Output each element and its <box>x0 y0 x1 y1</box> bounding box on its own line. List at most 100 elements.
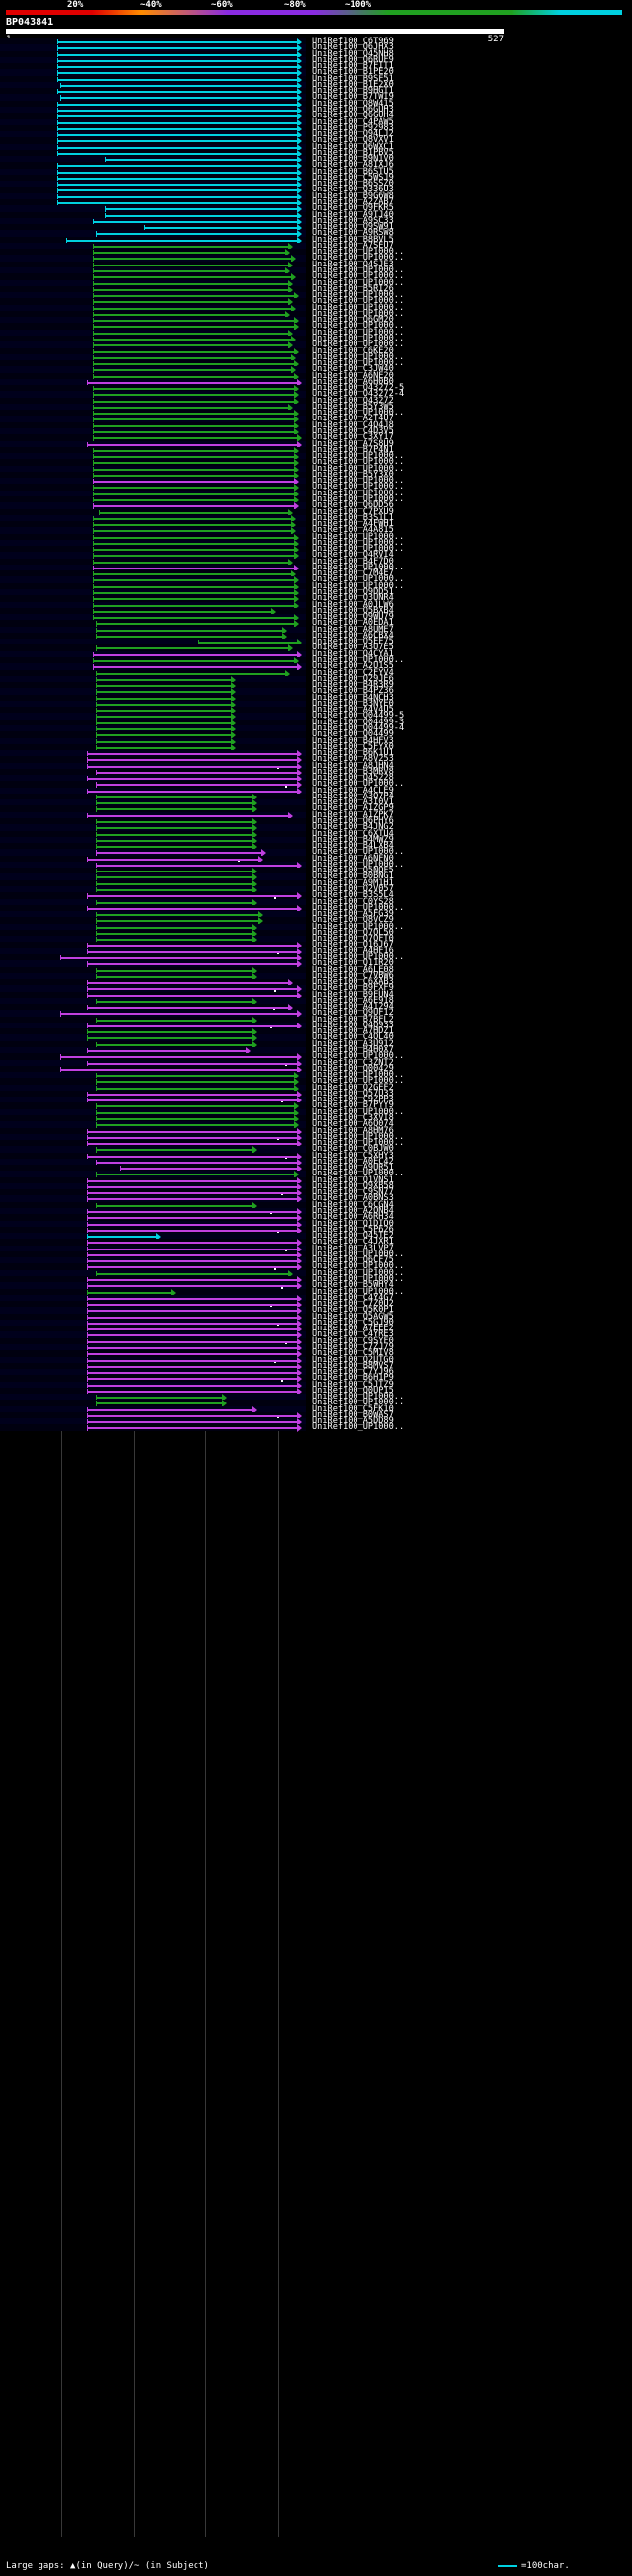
hit-label[interactable]: UniRef100_Q3UNR4 <box>312 593 394 604</box>
hit-bar[interactable] <box>87 1310 297 1313</box>
hit-label[interactable]: UniRef100_Q6GUH3 <box>312 104 394 114</box>
hit-label[interactable]: UniRef100_A6H0B0 <box>312 376 394 387</box>
hit-label[interactable]: UniRef100_Q04499-4 <box>312 722 405 733</box>
hit-label[interactable]: UniRef100_O43272-4 <box>312 389 405 400</box>
hit-bar[interactable] <box>56 59 297 62</box>
hit-bar[interactable] <box>59 1056 297 1059</box>
hit-bar[interactable] <box>87 1155 297 1158</box>
hit-label[interactable]: UniRef100_Q04499-3 <box>312 717 405 727</box>
hit-label[interactable]: UniRef100_B8BVL5 <box>312 234 394 245</box>
hit-bar[interactable] <box>96 1087 294 1090</box>
hit-label[interactable]: UniRef100_A9M1H1 <box>312 877 394 888</box>
hit-bar[interactable] <box>59 1068 297 1071</box>
hit-label[interactable]: UniRef100_C7ZJ79 <box>312 1341 394 1352</box>
hit-label[interactable]: UniRef100_UP1000.. <box>312 1286 405 1297</box>
hit-label[interactable]: UniRef100_Q9UF12 <box>312 1008 394 1019</box>
hit-label[interactable]: UniRef100_A0JLW6 <box>312 599 394 610</box>
hit-label[interactable]: UniRef100_UP1000.. <box>312 544 405 555</box>
hit-label[interactable]: UniRef100_Q6GM20 <box>312 315 394 326</box>
hit-label[interactable]: UniRef100_C9SYF0 <box>312 1335 394 1346</box>
hit-label[interactable]: UniRef100_C3XY17 <box>312 432 394 443</box>
hit-bar[interactable] <box>87 1384 297 1387</box>
hit-bar[interactable] <box>56 127 297 130</box>
hit-label[interactable]: UniRef100_UP1000.. <box>312 451 405 462</box>
hit-bar[interactable] <box>56 189 297 192</box>
hit-bar[interactable] <box>96 1149 253 1152</box>
hit-bar[interactable] <box>93 585 294 588</box>
hit-bar[interactable] <box>96 1124 294 1127</box>
hit-label[interactable]: UniRef100_Q45228 <box>312 773 394 784</box>
hit-label[interactable]: UniRef100_UP1000.. <box>312 1070 405 1081</box>
hit-label[interactable]: UniRef100_B9FUN4 <box>312 989 394 1000</box>
hit-label[interactable]: UniRef100_Q9SW91 <box>312 222 394 233</box>
hit-label[interactable]: UniRef100_B4JNG2 <box>312 822 394 833</box>
hit-label[interactable]: UniRef100_C7M4E7 <box>312 568 394 579</box>
hit-bar[interactable] <box>87 1334 297 1337</box>
hit-bar[interactable] <box>96 1117 294 1120</box>
hit-label[interactable]: UniRef100_B7BFL2 <box>312 1014 394 1024</box>
hit-bar[interactable] <box>56 177 297 180</box>
hit-bar[interactable] <box>87 1217 297 1220</box>
hit-label[interactable]: UniRef100_A6NE20 <box>312 370 394 381</box>
hit-bar[interactable] <box>96 1111 294 1114</box>
hit-bar[interactable] <box>87 1024 297 1027</box>
hit-label[interactable]: UniRef100_UP1000.. <box>312 290 405 301</box>
hit-bar[interactable] <box>93 375 294 378</box>
hit-label[interactable]: UniRef100_C7YJ96 <box>312 1367 394 1378</box>
hit-bar[interactable] <box>59 956 297 959</box>
hit-bar[interactable] <box>87 1322 297 1325</box>
hit-bar[interactable] <box>105 214 297 217</box>
hit-label[interactable]: UniRef100_C6CGN4 <box>312 1199 394 1210</box>
hit-label[interactable]: UniRef100_Q336U3 <box>312 185 394 195</box>
hit-label[interactable]: UniRef100_B4H0X7 <box>312 1045 394 1055</box>
hit-bar[interactable] <box>93 320 294 323</box>
hit-label[interactable]: UniRef100_C5JTZ9 <box>312 1379 394 1390</box>
hit-label[interactable]: UniRef100_UP1000.. <box>312 951 405 962</box>
hit-label[interactable]: UniRef100_Q8W415 <box>312 98 394 109</box>
hit-label[interactable]: UniRef100_C3XVI8 <box>312 1112 394 1123</box>
hit-label[interactable]: UniRef100_B4MWZ9 <box>312 834 394 845</box>
hit-label[interactable]: UniRef100_C2FYV4 <box>312 667 394 678</box>
hit-label[interactable]: UniRef100_P92983 <box>312 122 394 133</box>
hit-bar[interactable] <box>93 369 291 372</box>
hit-label[interactable]: UniRef100_B3MRV8 <box>312 766 394 777</box>
hit-label[interactable]: UniRef100_Q6CF75 <box>312 1255 394 1266</box>
hit-bar[interactable] <box>87 1179 297 1182</box>
hit-bar[interactable] <box>93 264 288 266</box>
hit-bar[interactable] <box>96 1204 253 1207</box>
hit-bar[interactable] <box>96 647 288 650</box>
hit-label[interactable]: UniRef100_UP1000.. <box>312 463 405 474</box>
hit-label[interactable]: UniRef100_UP1000.. <box>312 308 405 319</box>
hit-label[interactable]: UniRef100_A2ZAB7 <box>312 197 394 208</box>
hit-label[interactable]: UniRef100_A7EEE2 <box>312 1324 394 1334</box>
hit-bar[interactable] <box>87 1253 297 1256</box>
hit-label[interactable]: UniRef100_B3S5L4 <box>312 890 394 901</box>
hit-bar[interactable] <box>87 1130 297 1133</box>
hit-label[interactable]: UniRef100_Q04499 <box>312 729 394 740</box>
hit-label[interactable]: UniRef100_UP1000.. <box>312 476 405 487</box>
hit-label[interactable]: UniRef100_UP1000.. <box>312 1249 405 1259</box>
hit-label[interactable]: UniRef100_A4V4U5 <box>312 705 394 716</box>
hit-bar[interactable] <box>96 678 231 681</box>
hit-bar[interactable] <box>96 882 253 885</box>
hit-bar[interactable] <box>93 431 294 433</box>
hit-label[interactable]: UniRef100_B4NCH3 <box>312 692 394 703</box>
hit-bar[interactable] <box>56 72 297 75</box>
hit-bar[interactable] <box>87 1372 297 1375</box>
hit-bar[interactable] <box>96 833 253 836</box>
hit-bar[interactable] <box>87 1346 297 1349</box>
hit-label[interactable]: UniRef100_Q45TE2 <box>312 1231 394 1242</box>
hit-bar[interactable] <box>93 282 288 285</box>
hit-bar[interactable] <box>96 740 231 743</box>
hit-bar[interactable] <box>96 727 231 730</box>
hit-label[interactable]: UniRef100_A8HM76 <box>312 1125 394 1136</box>
hit-label[interactable]: UniRef100_UP1000.. <box>312 1138 405 1149</box>
hit-label[interactable]: UniRef100_Q1VNS1 <box>312 1174 394 1185</box>
hit-label[interactable]: UniRef100_B3S1L1 <box>312 512 394 523</box>
hit-bar[interactable] <box>56 41 297 43</box>
hit-bar[interactable] <box>93 252 285 255</box>
hit-bar[interactable] <box>96 1397 222 1400</box>
hit-label[interactable]: UniRef100_UP1000.. <box>312 847 405 858</box>
hit-label[interactable]: UniRef100_Q1DIQ0 <box>312 1218 394 1229</box>
hit-bar[interactable] <box>96 1019 253 1022</box>
